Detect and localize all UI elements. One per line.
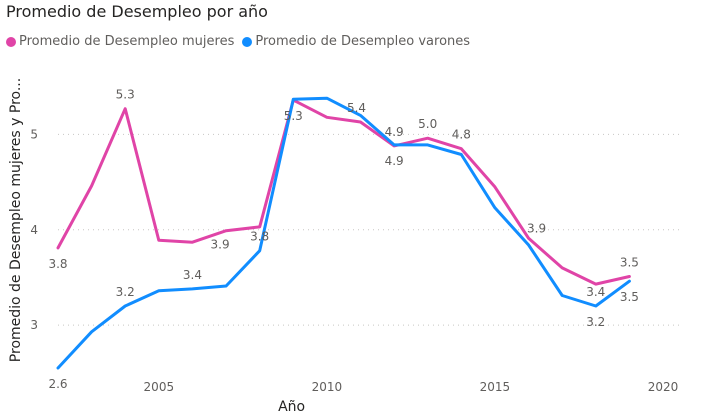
data-label: 5.3 <box>284 109 303 123</box>
data-label: 3.2 <box>586 315 605 329</box>
data-label: 3.5 <box>620 290 639 304</box>
legend-label-varones: Promedio de Desempleo varones <box>255 34 471 49</box>
x-tick-label: 2020 <box>648 380 679 394</box>
data-label: 5.4 <box>347 101 366 115</box>
legend-item-mujeres[interactable]: Promedio de Desempleo mujeres <box>6 34 234 49</box>
legend-dot-icon <box>242 36 253 47</box>
x-axis-ticks: 2005 2010 2015 2020 <box>144 380 679 394</box>
x-tick-label: 2015 <box>480 380 511 394</box>
y-axis-title: Promedio de Desempleo mujeres y Pro... <box>8 78 24 362</box>
data-label: 3.9 <box>527 221 546 235</box>
series-line-0 <box>56 98 631 286</box>
series-lines <box>56 96 631 370</box>
y-tick-label: 5 <box>30 127 38 141</box>
x-tick-label: 2010 <box>312 380 343 394</box>
series-line-1 <box>56 96 631 370</box>
data-label: 3.5 <box>620 255 639 269</box>
data-label: 3.9 <box>211 238 230 252</box>
legend-item-varones[interactable]: Promedio de Desempleo varones <box>242 34 470 49</box>
data-label: 3.8 <box>250 230 269 244</box>
data-label: 4.8 <box>452 128 471 142</box>
data-label: 5.3 <box>116 88 135 102</box>
x-tick-label: 2005 <box>144 380 175 394</box>
legend: Promedio de Desempleo mujeres Promedio d… <box>6 34 478 49</box>
data-label: 4.9 <box>385 154 404 168</box>
data-label: 3.2 <box>116 285 135 299</box>
chart-title: Promedio de Desempleo por año <box>6 2 268 21</box>
data-labels: 3.8 5.3 3.9 5.3 5.4 4.9 5.0 4.8 3.9 3.5 2.6 3.2 3.4 3… <box>48 88 638 391</box>
legend-dot-icon <box>6 36 16 47</box>
y-tick-label: 4 <box>30 223 38 237</box>
x-axis-title: Año <box>278 399 305 415</box>
y-axis-ticks: 3 4 5 <box>30 127 38 332</box>
data-label: 3.4 <box>586 285 605 299</box>
legend-label-mujeres: Promedio de Desempleo mujeres <box>19 34 235 49</box>
data-label: 3.4 <box>183 268 202 282</box>
gridlines <box>58 133 683 326</box>
y-tick-label: 3 <box>30 318 38 332</box>
data-label: 4.9 <box>385 125 404 139</box>
data-label: 3.8 <box>48 257 67 271</box>
data-label: 2.6 <box>48 377 67 391</box>
data-label: 5.0 <box>418 117 437 131</box>
